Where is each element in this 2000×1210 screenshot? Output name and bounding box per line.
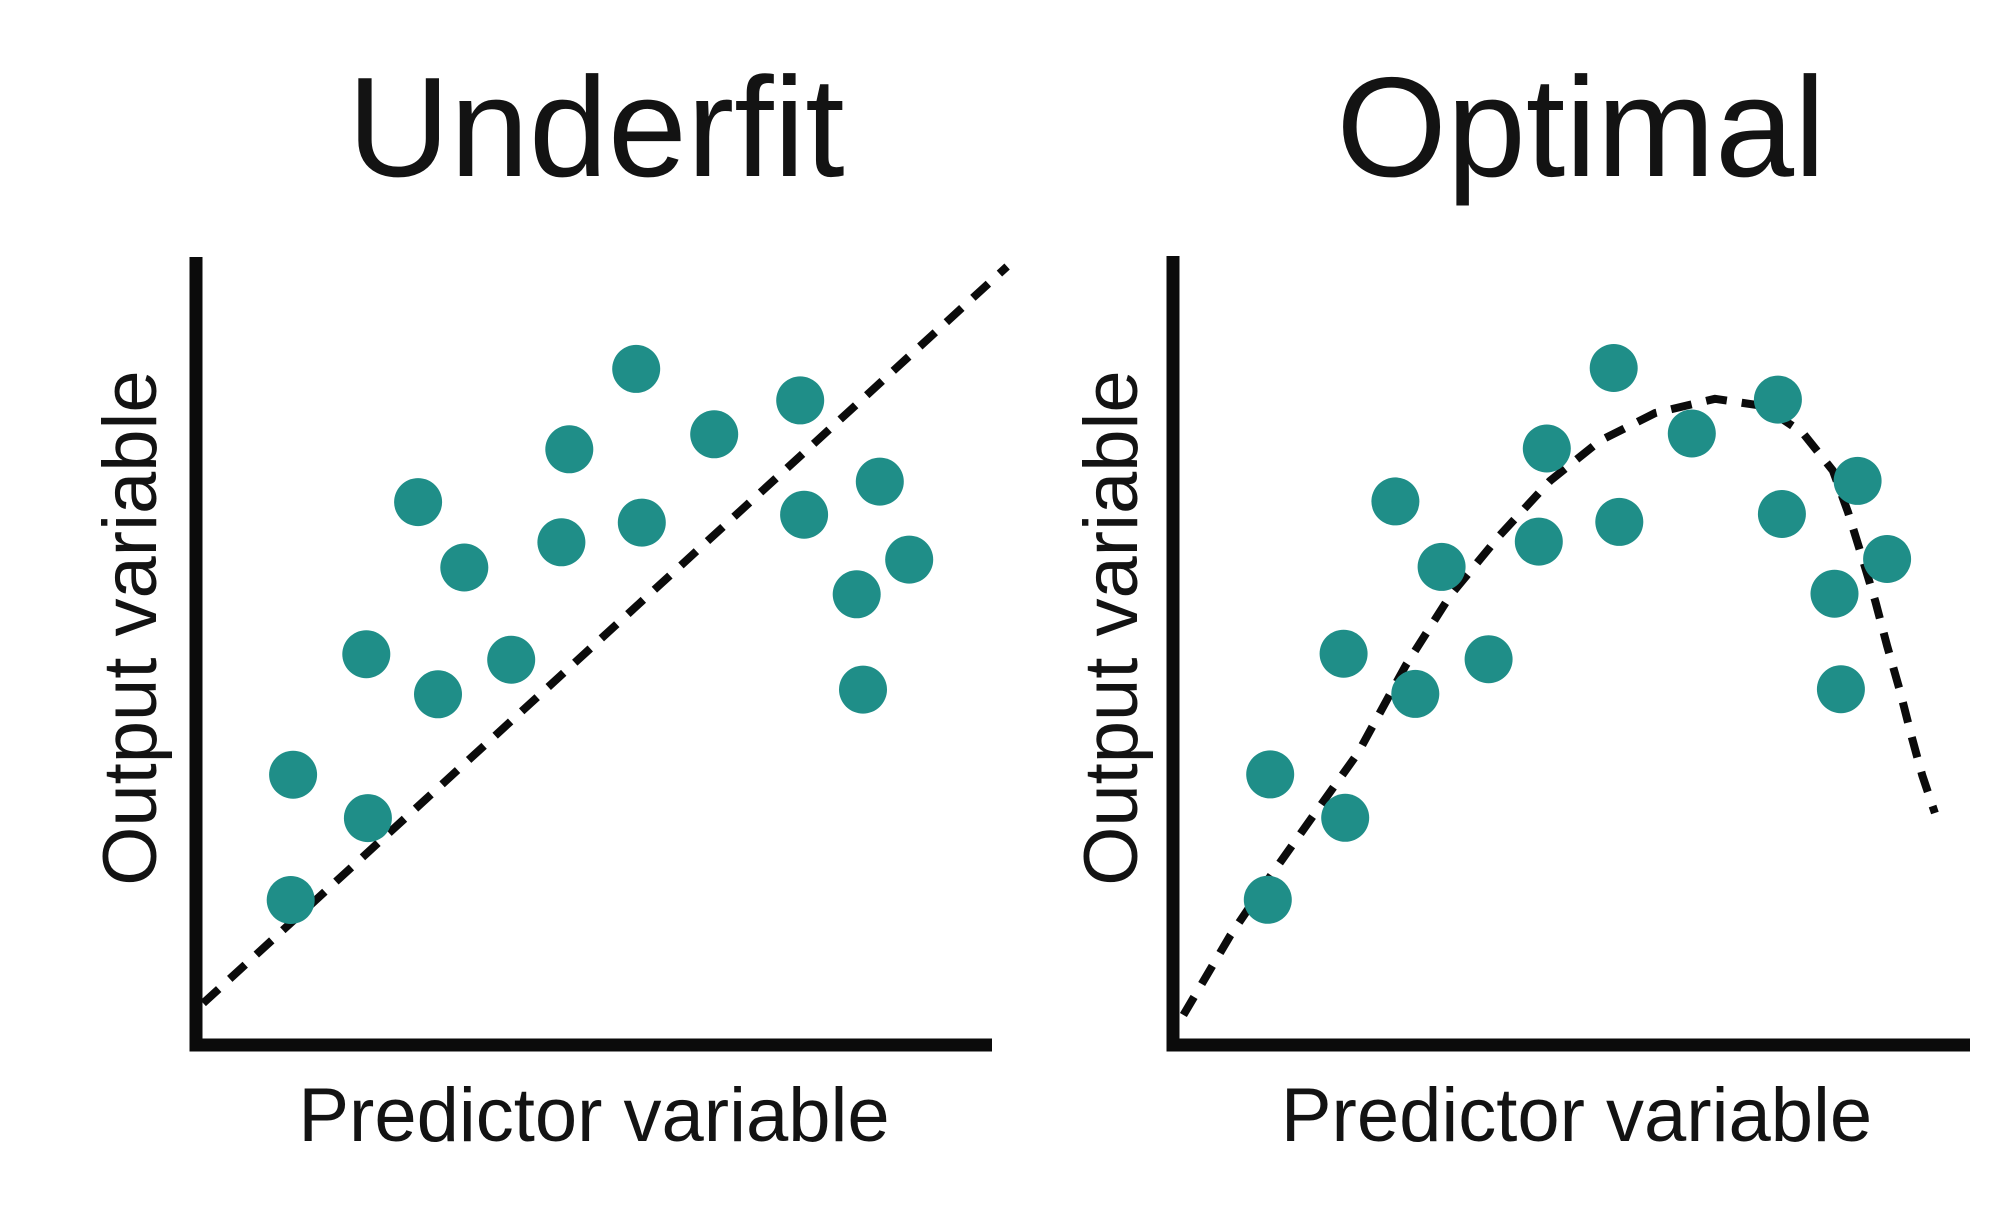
scatter-dot: [776, 376, 825, 425]
scatter-dot: [1833, 456, 1882, 505]
scatter-dot: [1417, 542, 1466, 591]
scatter-dot: [832, 570, 881, 619]
x-axis-label-optimal: Predictor variable: [1280, 1073, 1873, 1158]
panel-title-underfit: Underfit: [347, 48, 845, 207]
underfit-plot-area: [189, 257, 1010, 1052]
scatter-dot: [690, 410, 739, 459]
scatter-dot: [1243, 875, 1292, 924]
panel-title-optimal: Optimal: [1336, 48, 1826, 207]
scatter-dot: [1321, 793, 1370, 842]
scatter-dot: [1246, 750, 1295, 799]
scatter-dot: [1667, 409, 1716, 458]
scatter-dot: [839, 665, 887, 714]
scatter-dot: [269, 750, 318, 799]
scatter-dot: [440, 543, 489, 592]
scatter-dot: [1757, 490, 1806, 538]
scatter-dot: [266, 876, 315, 924]
optimal-plot-area: [1166, 256, 1970, 1052]
x-axis-label-underfit: Predictor variable: [298, 1073, 890, 1158]
axes: [189, 257, 992, 1052]
scatter-dot: [537, 518, 586, 567]
scatter-dot: [1589, 344, 1638, 392]
scatter-dot: [343, 794, 392, 843]
scatter-dot: [342, 630, 391, 679]
scatter-dot: [545, 425, 594, 474]
fit-line-dashed: [1179, 394, 1939, 1018]
scatter-dot: [1522, 424, 1571, 473]
scatter-dot: [855, 457, 904, 506]
fit-line-dashed: [200, 263, 1010, 1007]
scatter-dot: [617, 498, 666, 547]
scatter-dot: [1810, 569, 1859, 618]
scatter-dot: [1391, 669, 1440, 718]
scatter-dot: [1816, 665, 1865, 714]
scatter-dot: [1863, 535, 1912, 583]
scatter-dot: [1514, 517, 1563, 566]
scatter-dot: [414, 670, 462, 719]
scatter-dot: [885, 535, 934, 584]
scatter-dot: [1753, 375, 1802, 424]
scatter-dot: [1464, 635, 1513, 684]
axes: [1166, 256, 1970, 1052]
scatter-dot: [780, 490, 829, 539]
scatter-dot: [1319, 629, 1368, 678]
scatter-dot: [612, 344, 661, 393]
scatter-dot: [1371, 477, 1420, 526]
scatter-dot: [1595, 497, 1644, 546]
scatter-dot: [487, 635, 536, 684]
scatter-dot: [394, 478, 443, 527]
